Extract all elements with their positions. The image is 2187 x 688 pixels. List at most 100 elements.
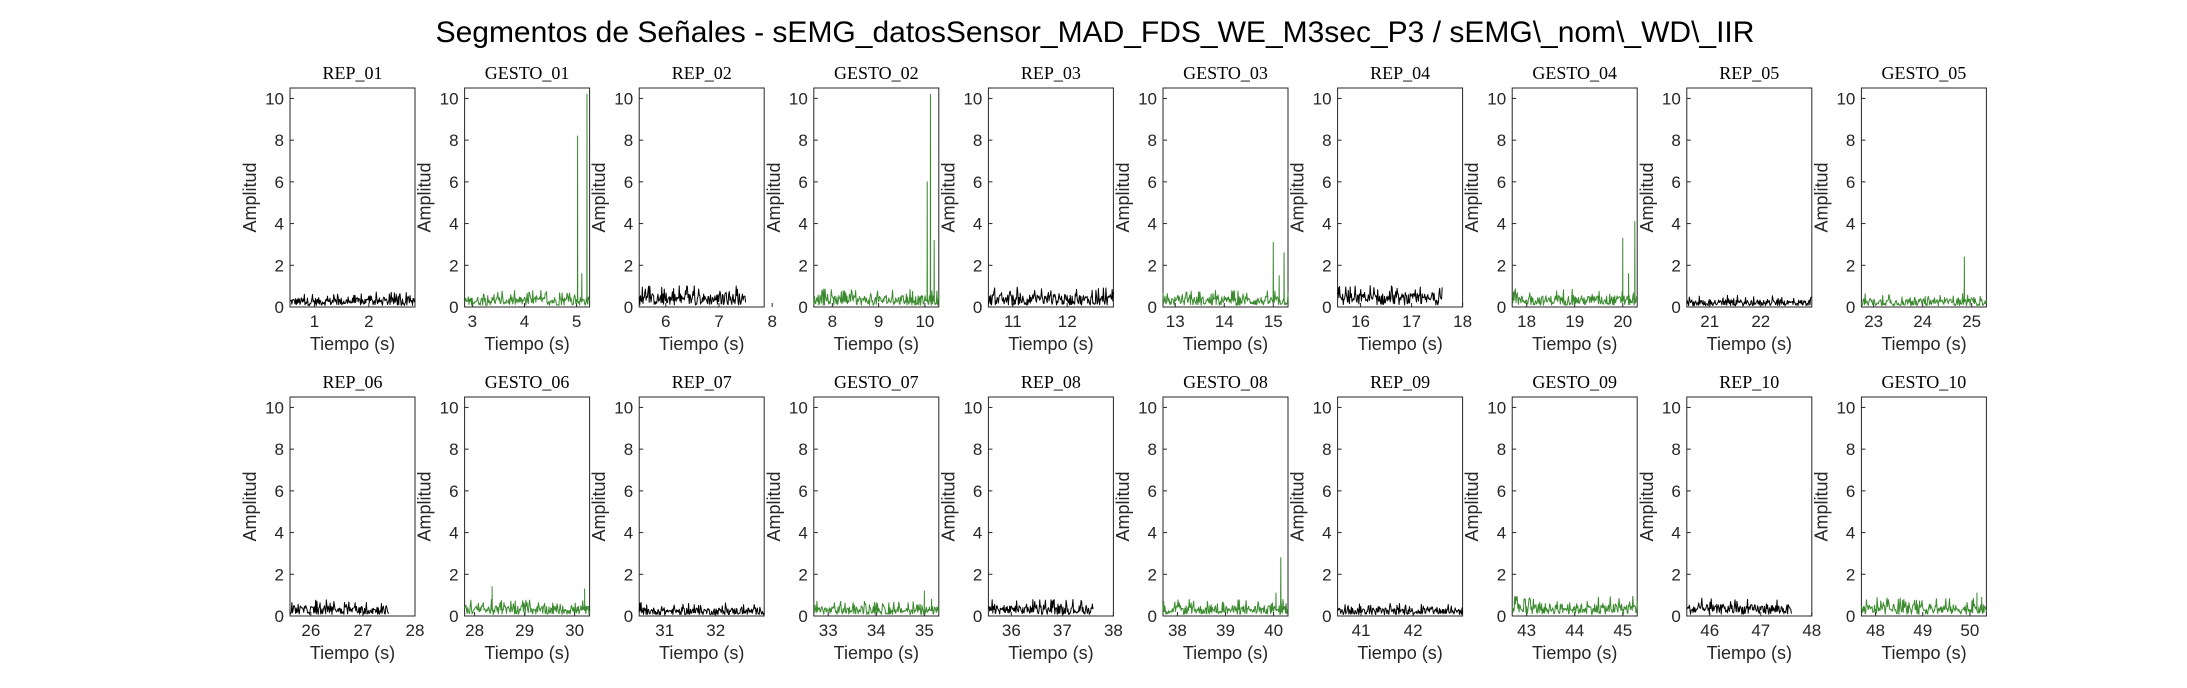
y-tick-label: 6 (449, 482, 458, 501)
x-tick-label: 10 (915, 312, 934, 331)
y-tick-label: 6 (1497, 482, 1506, 501)
plot-frame (638, 396, 765, 617)
x-axis-label: Tiempo (s) (1008, 643, 1093, 663)
plot-frame (1337, 87, 1464, 308)
y-tick-label: 0 (973, 607, 982, 626)
x-tick-label: 24 (1913, 312, 1932, 331)
x-tick-label: 19 (1565, 312, 1584, 331)
x-tick-label: 36 (1002, 621, 1021, 640)
y-axis-label: Amplitud (589, 162, 609, 232)
x-axis-label: Tiempo (s) (1357, 643, 1442, 663)
y-tick-label: 2 (449, 256, 458, 275)
x-axis-label: Tiempo (s) (484, 334, 569, 354)
y-tick-label: 10 (963, 89, 982, 108)
y-tick-label: 8 (1671, 131, 1680, 150)
y-tick-label: 6 (1497, 173, 1506, 192)
y-tick-label: 2 (1148, 565, 1157, 584)
x-tick-label: 20 (1613, 312, 1632, 331)
y-tick-label: 6 (1148, 173, 1157, 192)
y-tick-label: 4 (624, 215, 633, 234)
y-tick-label: 0 (1322, 607, 1331, 626)
y-tick-label: 10 (1313, 398, 1332, 417)
y-tick-label: 8 (449, 440, 458, 459)
y-tick-label: 6 (1671, 482, 1680, 501)
x-tick-label: 42 (1404, 621, 1423, 640)
plot-frame (1686, 87, 1813, 308)
subplot-title: REP_07 (672, 372, 732, 392)
y-tick-label: 8 (624, 440, 633, 459)
y-tick-label: 8 (1846, 131, 1855, 150)
y-tick-label: 10 (440, 398, 459, 417)
y-tick-label: 10 (614, 89, 633, 108)
x-axis-label: Tiempo (s) (1881, 334, 1966, 354)
y-tick-label: 2 (1671, 256, 1680, 275)
signal-line-gesto (1860, 592, 1987, 615)
y-tick-label: 2 (1322, 256, 1331, 275)
subplot-title: GESTO_01 (485, 63, 570, 83)
y-tick-label: 4 (1846, 524, 1855, 543)
y-tick-label: 0 (449, 607, 458, 626)
y-tick-label: 8 (1148, 131, 1157, 150)
signal-line-gesto (1162, 557, 1289, 615)
y-tick-label: 0 (798, 607, 807, 626)
x-tick-label: 23 (1864, 312, 1883, 331)
subplot-gesto-04: GESTO_04 0 2 4 6 8 10 18 19 20 Tiempo (s) Amplitud (1462, 63, 1638, 354)
y-tick-label: 0 (973, 298, 982, 317)
x-tick-label: 8 (828, 312, 837, 331)
subplot-title: GESTO_07 (834, 372, 919, 392)
y-tick-label: 6 (449, 173, 458, 192)
subplot-gesto-09: GESTO_09 0 2 4 6 8 10 43 44 45 Tiempo (s) Amplitud (1462, 372, 1638, 663)
x-axis-label: Tiempo (s) (310, 643, 395, 663)
signal-line-rep (638, 602, 765, 616)
x-axis-label: Tiempo (s) (1183, 334, 1268, 354)
subplot-title: REP_10 (1719, 372, 1779, 392)
y-tick-label: 4 (1322, 215, 1331, 234)
x-tick-label: 49 (1913, 621, 1932, 640)
signal-line-gesto (464, 93, 590, 306)
y-tick-label: 10 (789, 89, 808, 108)
y-axis-label: Amplitud (938, 162, 958, 232)
y-tick-label: 0 (1322, 298, 1331, 317)
x-axis-label: Tiempo (s) (1532, 643, 1617, 663)
subplot-gesto-06: GESTO_06 0 2 4 6 8 10 28 29 30 Tiempo (s) Amplitud (415, 372, 591, 663)
y-tick-label: 6 (973, 173, 982, 192)
x-tick-label: 40 (1264, 621, 1283, 640)
signal-line-gesto (813, 93, 940, 306)
signal-line-rep (1686, 597, 1792, 615)
y-axis-label: Amplitud (1288, 162, 1308, 232)
y-tick-label: 2 (1148, 256, 1157, 275)
y-tick-label: 0 (1846, 607, 1855, 626)
x-tick-label: 25 (1962, 312, 1981, 331)
x-tick-label: 13 (1166, 312, 1185, 331)
plot-frame (1337, 396, 1464, 617)
y-tick-label: 0 (1497, 298, 1506, 317)
plot-frame (1162, 87, 1289, 308)
y-tick-label: 0 (275, 298, 284, 317)
y-tick-label: 10 (1138, 89, 1157, 108)
plot-frame (638, 87, 765, 308)
y-tick-label: 8 (624, 131, 633, 150)
subplot-gesto-02: GESTO_02 0 2 4 6 8 10 8 9 10 Tiempo (s) Amplitud (764, 63, 940, 354)
x-tick-label: 12 (1058, 312, 1077, 331)
x-axis-label: Tiempo (s) (1008, 334, 1093, 354)
x-tick-label: 6 (661, 312, 670, 331)
signal-line-gesto (464, 586, 591, 615)
subplot-rep-06: REP_06 0 2 4 6 8 10 26 27 28 Tiempo (s) Amplitud (240, 372, 424, 663)
y-tick-label: 0 (1148, 298, 1157, 317)
subplot-rep-08: REP_08 0 2 4 6 8 10 36 37 38 Tiempo (s) Amplitud (938, 372, 1122, 663)
subplot-rep-02: REP_02 0 2 4 6 8 10 6 7 8 Tiempo (s) Amplitud (589, 63, 777, 354)
x-tick-label: 4 (520, 312, 529, 331)
y-tick-label: 6 (798, 482, 807, 501)
y-tick-label: 2 (275, 256, 284, 275)
y-tick-label: 2 (1497, 256, 1506, 275)
y-axis-label: Amplitud (764, 162, 784, 232)
subplot-title: REP_08 (1021, 372, 1081, 392)
signal-line-rep (289, 291, 416, 307)
y-tick-label: 4 (275, 215, 284, 234)
y-tick-label: 2 (1497, 565, 1506, 584)
subplot-title: GESTO_05 (1882, 63, 1967, 83)
y-tick-label: 8 (275, 131, 284, 150)
signal-line-gesto (813, 590, 940, 616)
